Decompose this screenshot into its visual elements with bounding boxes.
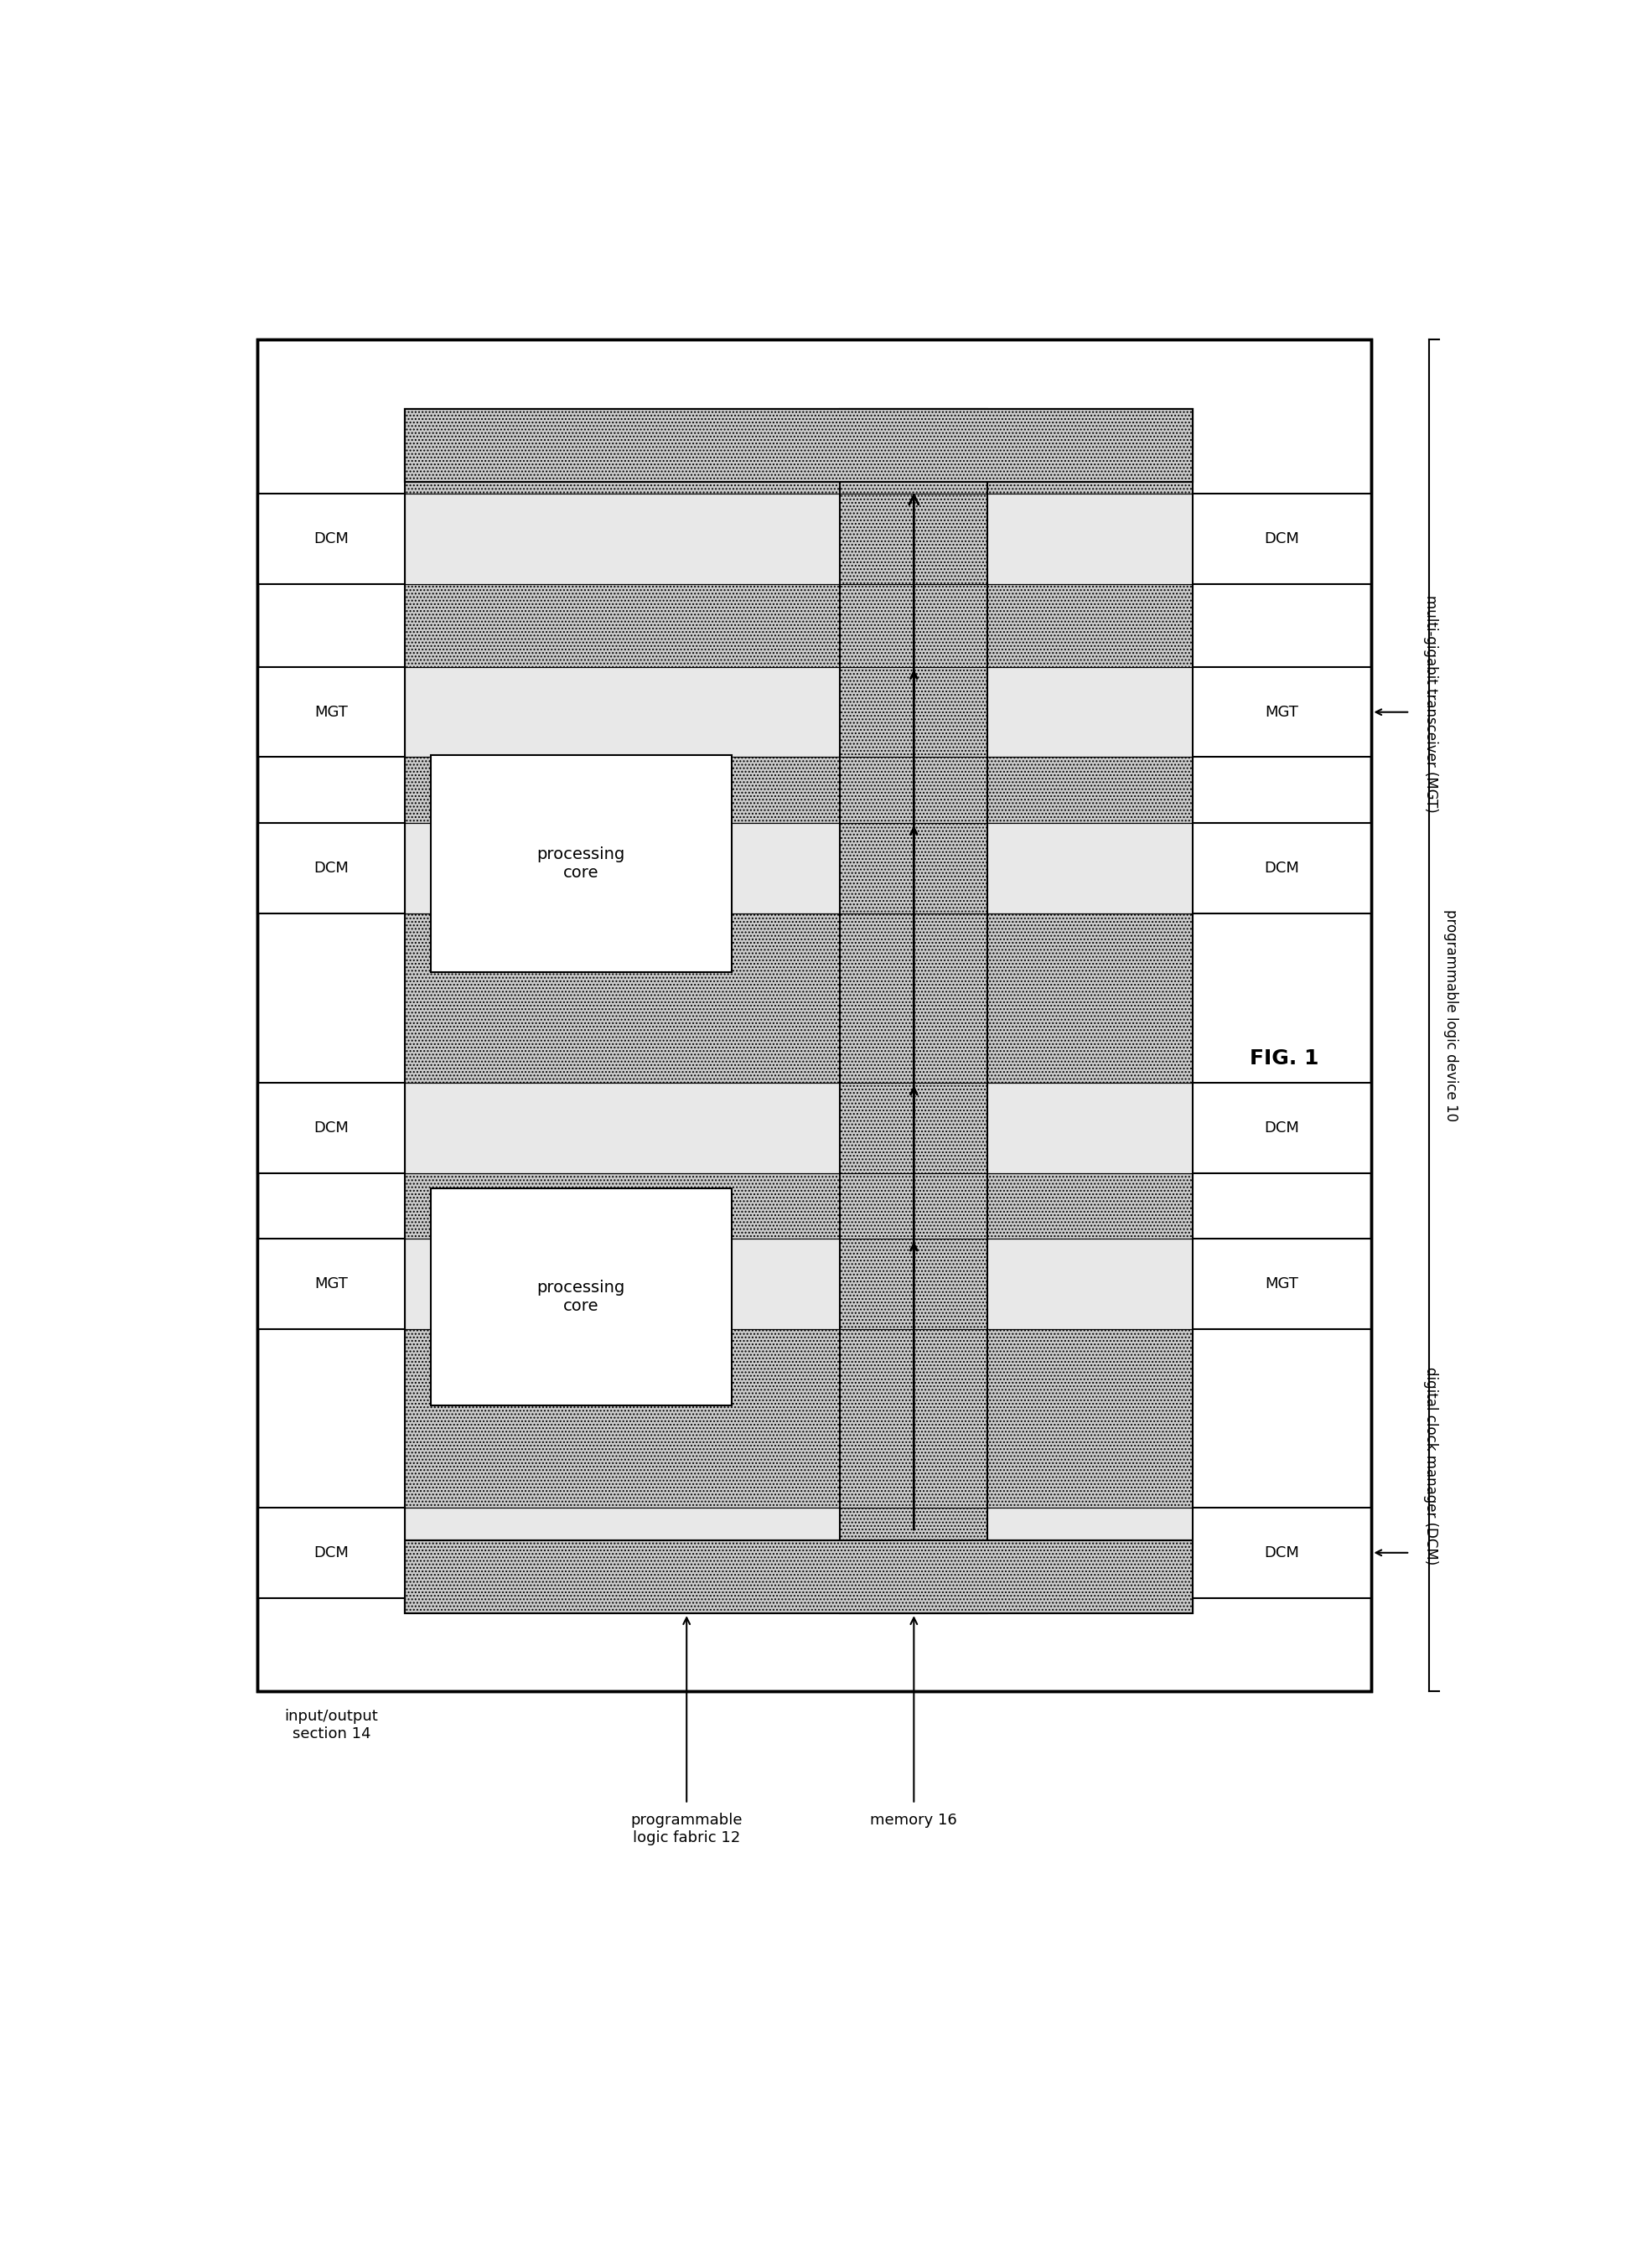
Text: digital clock manager (DCM): digital clock manager (DCM) [1422,1366,1437,1564]
Text: programmable logic device 10: programmable logic device 10 [1444,909,1459,1121]
FancyBboxPatch shape [258,493,405,583]
Text: DCM: DCM [1264,1544,1300,1560]
FancyBboxPatch shape [1193,493,1371,583]
FancyBboxPatch shape [258,1508,405,1598]
FancyBboxPatch shape [258,1083,405,1173]
FancyBboxPatch shape [1193,1238,1371,1328]
Text: processing
core: processing core [537,846,624,880]
Text: programmable
logic fabric 12: programmable logic fabric 12 [631,1812,742,1846]
Text: processing
core: processing core [537,1281,624,1315]
Text: DCM: DCM [314,531,349,547]
Text: DCM: DCM [1264,860,1300,876]
FancyBboxPatch shape [1193,824,1371,914]
FancyBboxPatch shape [405,1508,1193,1598]
Text: DCM: DCM [314,1121,349,1137]
Text: DCM: DCM [314,1544,349,1560]
Text: MGT: MGT [1265,1276,1298,1292]
Text: memory 16: memory 16 [871,1812,958,1828]
FancyBboxPatch shape [1193,1508,1371,1598]
FancyBboxPatch shape [405,1540,1193,1614]
FancyBboxPatch shape [405,1540,1193,1614]
FancyBboxPatch shape [405,493,1193,583]
FancyBboxPatch shape [258,666,405,756]
FancyBboxPatch shape [1193,666,1371,756]
FancyBboxPatch shape [405,410,1193,482]
FancyBboxPatch shape [405,410,1193,482]
Text: FIG. 1: FIG. 1 [1251,1049,1318,1069]
FancyBboxPatch shape [1193,1083,1371,1173]
FancyBboxPatch shape [405,410,1193,1614]
Text: multi-gigabit transceiver (MGT): multi-gigabit transceiver (MGT) [1422,594,1437,813]
FancyBboxPatch shape [431,756,732,972]
FancyBboxPatch shape [258,824,405,914]
FancyBboxPatch shape [405,666,1193,756]
Text: DCM: DCM [1264,1121,1300,1137]
FancyBboxPatch shape [405,824,1193,914]
FancyBboxPatch shape [841,410,988,1614]
Text: DCM: DCM [1264,531,1300,547]
Text: DCM: DCM [314,860,349,876]
FancyBboxPatch shape [258,1238,405,1328]
Text: input/output
section 14: input/output section 14 [284,1709,378,1742]
FancyBboxPatch shape [405,1238,1193,1328]
FancyBboxPatch shape [258,340,1371,1691]
FancyBboxPatch shape [405,1083,1193,1173]
Text: MGT: MGT [314,705,349,720]
Text: MGT: MGT [1265,705,1298,720]
Text: MGT: MGT [314,1276,349,1292]
FancyBboxPatch shape [431,1189,732,1405]
